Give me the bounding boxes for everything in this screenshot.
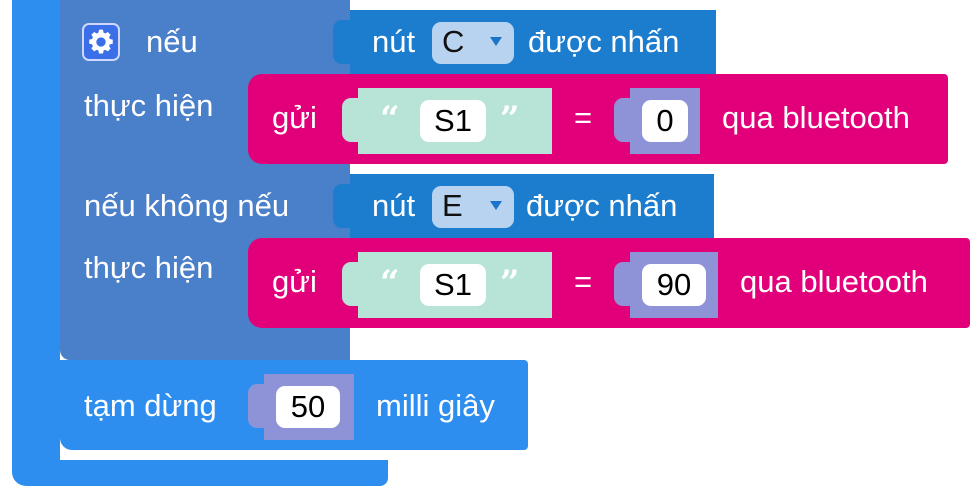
condition-block-2[interactable] (350, 174, 714, 238)
keyword-else-if: nếu không nếu (84, 188, 290, 223)
if-block-top-arm (60, 0, 350, 12)
settings-button[interactable] (82, 23, 120, 61)
text-field-1[interactable]: S1 (420, 100, 486, 142)
outer-loop-bottom-arm (12, 460, 388, 486)
text-field-2[interactable]: S1 (420, 264, 486, 306)
condition-1-prefix: nút (372, 24, 416, 59)
gear-icon (89, 29, 113, 54)
send-2-suffix: qua bluetooth (740, 264, 928, 299)
chevron-down-icon (490, 201, 502, 210)
pause-label: tạm dừng (84, 388, 217, 423)
pause-number-field[interactable]: 50 (276, 386, 340, 428)
send-1-number-notch (614, 98, 632, 142)
button-dropdown-1-value: C (442, 24, 465, 59)
condition-block-1[interactable] (350, 10, 716, 74)
equals-sign-1: = (574, 100, 593, 135)
chevron-down-icon (490, 37, 502, 46)
condition-2-notch (333, 184, 351, 228)
send-1-text-notch (342, 98, 360, 142)
keyword-if: nếu (146, 24, 198, 59)
button-dropdown-1[interactable]: C (432, 22, 514, 64)
open-quote-1: “ (380, 99, 400, 139)
send-1-verb: gửi (272, 100, 317, 135)
open-quote-2: “ (380, 263, 400, 303)
number-field-1[interactable]: 0 (642, 100, 688, 142)
pause-unit: milli giây (376, 388, 495, 423)
keyword-do-1: thực hiện (84, 88, 214, 123)
send-1-suffix: qua bluetooth (722, 100, 910, 135)
pause-number-notch (248, 384, 266, 428)
keyword-do-2: thực hiện (84, 250, 214, 285)
send-2-number-notch (614, 262, 632, 306)
send-2-verb: gửi (272, 264, 317, 299)
condition-1-notch (333, 20, 351, 64)
condition-1-suffix: được nhấn (528, 24, 680, 59)
equals-sign-2: = (574, 264, 593, 299)
send-2-text-notch (342, 262, 360, 306)
button-dropdown-2-value: E (442, 188, 463, 223)
close-quote-1: ” (500, 99, 520, 139)
condition-2-prefix: nút (372, 188, 416, 223)
number-field-2[interactable]: 90 (642, 264, 706, 306)
condition-2-suffix: được nhấn (526, 188, 678, 223)
close-quote-2: ” (500, 263, 520, 303)
button-dropdown-2[interactable]: E (432, 186, 514, 228)
outer-loop-block[interactable] (12, 0, 60, 484)
